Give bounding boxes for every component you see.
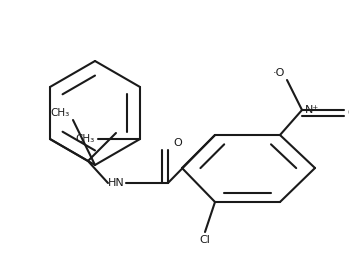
Text: O: O: [173, 138, 182, 148]
Text: CH₃: CH₃: [76, 134, 95, 144]
Text: O: O: [347, 108, 349, 118]
Text: N⁺: N⁺: [305, 105, 319, 115]
Text: Cl: Cl: [200, 235, 210, 245]
Text: HN: HN: [107, 178, 124, 188]
Text: CH₃: CH₃: [51, 108, 70, 118]
Text: ·O: ·O: [273, 68, 285, 78]
